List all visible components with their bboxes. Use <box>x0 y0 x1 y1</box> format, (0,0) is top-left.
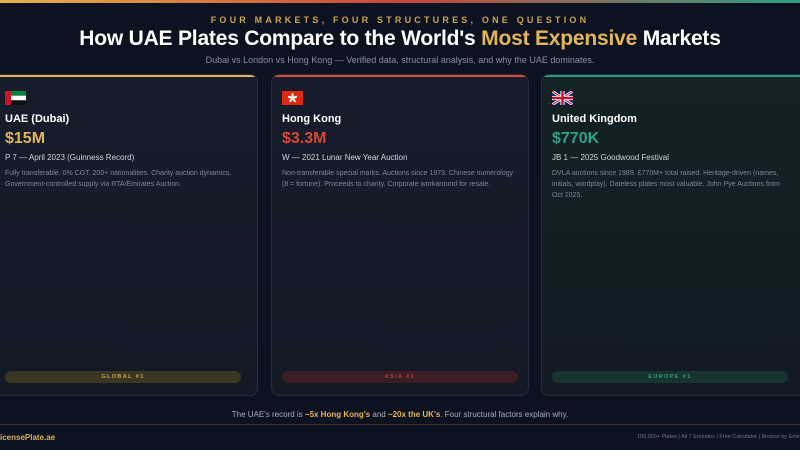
uk-flag-icon <box>552 91 573 105</box>
country-name: United Kingdom <box>552 113 637 125</box>
title-accent: Most Expensive <box>481 27 638 50</box>
market-description: Fully transferable. 0% CGT. 200+ nationa… <box>5 170 232 188</box>
record-plate: W — 2021 Lunar New Year Auction <box>282 153 408 162</box>
title-text-end: Markets <box>637 27 721 50</box>
footnote-text-end: . Four structural factors explain why. <box>440 410 569 419</box>
record-price: $770K <box>552 130 600 147</box>
footnote-text: The UAE's record is <box>231 410 305 419</box>
market-cards: UAE (Dubai) $15M P 7 — April 2023 (Guinn… <box>0 74 800 396</box>
record-plate: JB 1 — 2025 Goodwood Festival <box>552 153 669 162</box>
market-description: DVLA auctions since 1989. £770M+ total r… <box>552 170 780 199</box>
footer-divider <box>0 424 800 425</box>
footnote-highlight-hk: ~5x Hong Kong's <box>304 410 371 419</box>
record-price: $3.3M <box>282 130 327 147</box>
record-price: $15M <box>5 130 46 147</box>
brand-logo[interactable]: icensePlate.ae <box>0 433 56 442</box>
page-subtitle: Dubai vs London vs Hong Kong — Verified … <box>205 55 595 65</box>
country-name: Hong Kong <box>282 113 342 125</box>
country-name: UAE (Dubai) <box>5 113 70 125</box>
rank-badge: EUROPE #1 <box>552 371 788 383</box>
hong-kong-flag-icon <box>282 91 303 105</box>
comparison-footnote: The UAE's record is ~5x Hong Kong's and … <box>0 410 800 419</box>
page-title: How UAE Plates Compare to the World's Mo… <box>0 27 800 51</box>
title-text: How UAE Plates Compare to the World's <box>79 27 482 50</box>
top-accent-bar <box>0 0 800 3</box>
market-card-uk[interactable]: United Kingdom $770K JB 1 — 2025 Goodwoo… <box>541 74 800 396</box>
eyebrow-label: FOUR MARKETS, FOUR STRUCTURES, ONE QUEST… <box>210 15 590 25</box>
market-card-hong-kong[interactable]: Hong Kong $3.3M W — 2021 Lunar New Year … <box>271 74 529 396</box>
uae-flag-icon <box>5 91 26 105</box>
footer-links[interactable]: 100,000+ Plates | All 7 Emirates | Free … <box>636 434 800 440</box>
footnote-highlight-uk: ~20x the UK's <box>387 410 441 419</box>
rank-badge: GLOBAL #1 <box>5 371 241 383</box>
record-plate: P 7 — April 2023 (Guinness Record) <box>5 153 135 162</box>
footnote-text-mid: and <box>370 410 388 419</box>
market-description: Non-transferable special marks. Auctions… <box>282 170 514 188</box>
rank-badge: ASIA #1 <box>282 371 518 383</box>
market-card-uae[interactable]: UAE (Dubai) $15M P 7 — April 2023 (Guinn… <box>0 74 258 396</box>
